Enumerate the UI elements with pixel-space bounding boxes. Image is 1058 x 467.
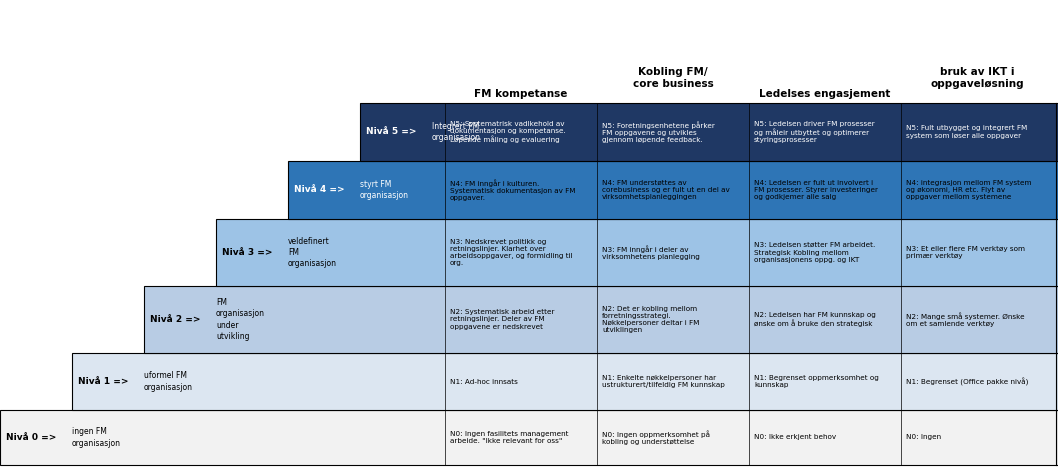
Text: N0: Ingen oppmerksomhet på
kobling og understøttelse: N0: Ingen oppmerksomhet på kobling og un… <box>602 430 710 445</box>
Text: N4: FM inngår i kulturen.
Systematisk dokumentasjon av FM
oppgaver.: N4: FM inngår i kulturen. Systematisk do… <box>450 179 576 201</box>
Text: N0: Ikke erkjent behov: N0: Ikke erkjent behov <box>754 434 836 440</box>
Text: N1: Begrenset (Office pakke nivå): N1: Begrenset (Office pakke nivå) <box>906 377 1028 386</box>
Text: N4: FM understøttes av
corebusiness og er fult ut en del av
virksomhetsplanleggi: N4: FM understøttes av corebusiness og e… <box>602 180 730 200</box>
Text: Integrert FM
organisasjon: Integrert FM organisasjon <box>432 122 481 142</box>
Text: N3: Nedskrevet politikk og
retningslinjer. Klarhet over
arbeidsoppgaver, og form: N3: Nedskrevet politikk og retningslinje… <box>450 239 572 266</box>
Text: N1: Begrenset oppmerksomhet og
kunnskap: N1: Begrenset oppmerksomhet og kunnskap <box>754 375 879 388</box>
Text: uformel FM
organisasjon: uformel FM organisasjon <box>144 371 193 391</box>
Bar <box>144 286 1058 353</box>
Text: Nivå 1 =>: Nivå 1 => <box>78 377 128 386</box>
Text: Nivå 2 =>: Nivå 2 => <box>150 315 201 324</box>
Text: N1: Ad-hoc innsats: N1: Ad-hoc innsats <box>450 378 517 384</box>
Text: Kobling FM/
core business: Kobling FM/ core business <box>633 67 713 89</box>
Text: N3: FM inngår i deler av
virksomhetens planlegging: N3: FM inngår i deler av virksomhetens p… <box>602 245 700 260</box>
Bar <box>216 219 1058 286</box>
Text: N3: Et eller flere FM verktøy som
primær verktøy: N3: Et eller flere FM verktøy som primær… <box>906 246 1025 259</box>
Text: Nivå 0 =>: Nivå 0 => <box>6 433 56 442</box>
Text: N5: Foretningsenhetene pårker
FM oppgavene og utvikles
gjennom løpende feedback.: N5: Foretningsenhetene pårker FM oppgave… <box>602 121 715 143</box>
Text: N5: Fult utbygget og integrert FM
system som løser alle oppgaver: N5: Fult utbygget og integrert FM system… <box>906 125 1027 139</box>
Text: Nivå 3 =>: Nivå 3 => <box>222 248 273 257</box>
Text: N2: Systematisk arbeid etter
retningslinjer. Deler av FM
oppgavene er nedskrevet: N2: Systematisk arbeid etter retningslin… <box>450 309 554 330</box>
Text: N0: Ingen: N0: Ingen <box>906 434 942 440</box>
Text: N1: Enkelte nøkkelpersoner har
ustrukturert/tilfeldig FM kunnskap: N1: Enkelte nøkkelpersoner har ustruktur… <box>602 375 725 388</box>
Text: Nivå 5 =>: Nivå 5 => <box>366 127 417 136</box>
Text: bruk av IKT i
oppgaveløsning: bruk av IKT i oppgaveløsning <box>930 67 1024 89</box>
Text: N5: Ledelsen driver FM prosesser
og måleir utbyttet og optimerer
styringsprosess: N5: Ledelsen driver FM prosesser og måle… <box>754 120 875 143</box>
Text: ingen FM
organisasjon: ingen FM organisasjon <box>72 427 121 447</box>
Text: N2: Ledelsen har FM kunnskap og
ønske om å bruke den strategisk: N2: Ledelsen har FM kunnskap og ønske om… <box>754 312 876 327</box>
Text: N4: integrasjon mellom FM system
og økonomi, HR etc. Flyt av
oppgaver mellom sys: N4: integrasjon mellom FM system og økon… <box>906 180 1032 200</box>
Text: N2: Mange små systemer. Ønske
om et samlende verktøy: N2: Mange små systemer. Ønske om et saml… <box>906 312 1024 327</box>
Text: N3: Ledelsen støtter FM arbeidet.
Strategisk Kobling mellom
organisasjonens oppg: N3: Ledelsen støtter FM arbeidet. Strate… <box>754 242 875 263</box>
Text: FM
organisasjon
under
utvikling: FM organisasjon under utvikling <box>216 298 264 340</box>
Text: N2: Det er kobling mellom
forretningsstrategi.
Nøkkelpersoner deltar i FM
utvikl: N2: Det er kobling mellom forretningsstr… <box>602 305 699 333</box>
Text: styrt FM
organisasjon: styrt FM organisasjon <box>360 180 409 200</box>
Text: Nivå 4 =>: Nivå 4 => <box>294 185 345 194</box>
Text: N5: Systematrisk vadlkehold av
dokumentasjon og kompetanse.
Løpende måling og ev: N5: Systematrisk vadlkehold av dokumenta… <box>450 120 566 143</box>
Bar <box>0 410 1058 465</box>
Text: N4: Ledelsen er fult ut involvert i
FM prosesser. Styrer investeringer
og godkje: N4: Ledelsen er fult ut involvert i FM p… <box>754 180 878 200</box>
Bar <box>288 161 1058 219</box>
Bar <box>72 353 1058 410</box>
Text: veldefinert
FM
organisasjon: veldefinert FM organisasjon <box>288 237 338 268</box>
Bar <box>360 103 1058 161</box>
Text: N0: Ingen fasilitets management
arbeide. "Ikke relevant for oss": N0: Ingen fasilitets management arbeide.… <box>450 431 568 444</box>
Text: Ledelses engasjement: Ledelses engasjement <box>760 89 891 99</box>
Text: FM kompetanse: FM kompetanse <box>474 89 568 99</box>
